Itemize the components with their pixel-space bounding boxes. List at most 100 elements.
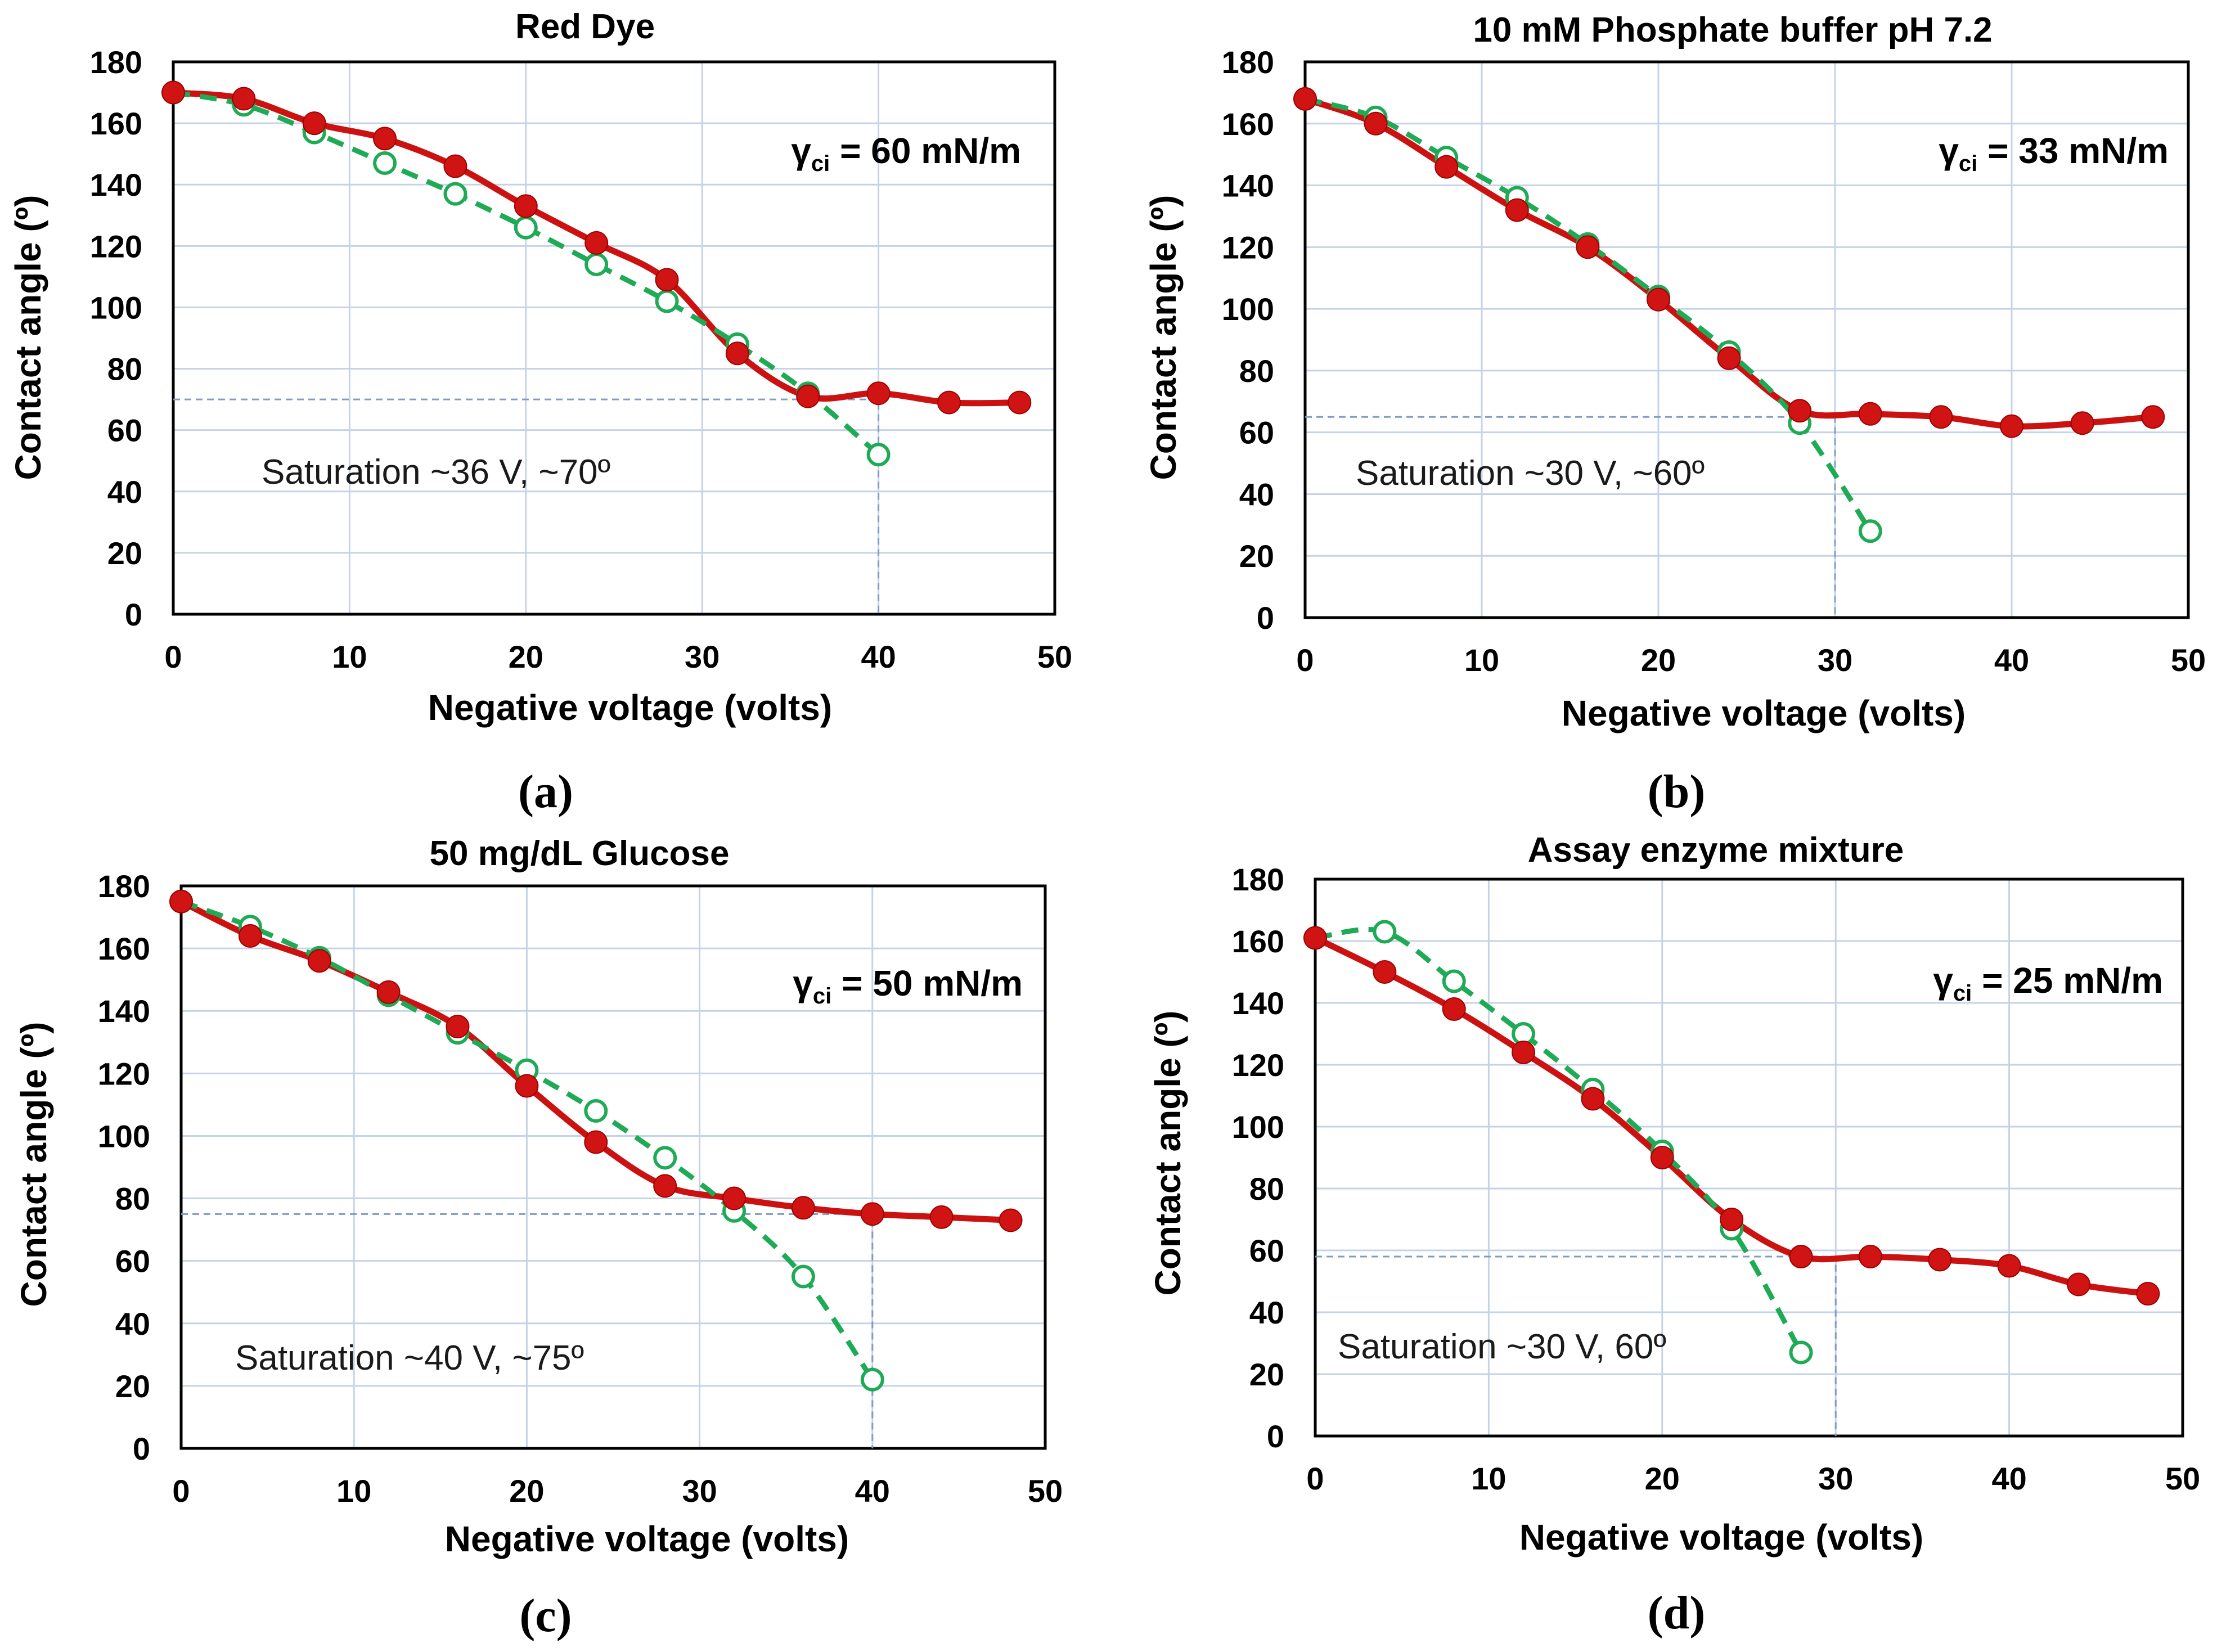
model-point — [584, 1099, 608, 1123]
saturation-annotation: Saturation ~36 V, ~70º — [262, 453, 610, 492]
measured-point — [446, 1015, 470, 1038]
model-point — [514, 215, 538, 240]
y-tick-label: 60 — [1239, 415, 1274, 451]
gamma-subscript: ci — [1959, 151, 1977, 176]
measured-point — [2070, 411, 2094, 435]
surface-tension-label: γci = 60 mN/m — [791, 130, 1021, 176]
chart-panel-1: 0 20 40 60 80 100 120 140 160 180 0 10 20 30 40 50 Red D… — [8, 7, 1072, 818]
measured-point — [1442, 997, 1466, 1021]
x-tick-label: 20 — [509, 1473, 544, 1509]
measured-point — [791, 1196, 815, 1220]
x-tick-label: 10 — [336, 1473, 371, 1509]
surface-tension-label: γci = 25 mN/m — [1933, 960, 2163, 1006]
x-tick-label: 20 — [1645, 1461, 1680, 1496]
y-axis-label: Contact angle (º) — [8, 195, 48, 480]
measured-point — [443, 154, 467, 178]
measured-point — [1505, 198, 1529, 222]
x-tick-label: 50 — [1028, 1473, 1063, 1509]
x-tick-label: 20 — [509, 639, 543, 674]
measured-point — [373, 127, 397, 151]
gamma-symbol: γ — [791, 130, 811, 171]
y-tick-label: 40 — [1249, 1295, 1284, 1330]
x-axis-label: Negative voltage (volts) — [445, 1519, 849, 1559]
x-tick-label: 40 — [855, 1473, 890, 1509]
measured-point — [1581, 1087, 1605, 1111]
model-point — [373, 151, 397, 175]
measured-point — [2136, 1282, 2160, 1306]
measured-point — [376, 980, 401, 1004]
gamma-value: = 25 mN/m — [1972, 960, 2163, 1001]
gamma-symbol: γ — [1939, 130, 1959, 171]
x-tick-label: 20 — [1641, 642, 1676, 678]
model-point — [443, 182, 467, 206]
chart-panel-3: 0 20 40 60 80 100 120 140 160 180 0 10 20 30 40 50 50 mg… — [14, 834, 1063, 1642]
saturation-annotation: Saturation ~40 V, ~75º — [235, 1339, 584, 1378]
y-tick-label: 60 — [115, 1244, 150, 1279]
measured-series-line — [178, 898, 1014, 1223]
y-tick-label: 140 — [1232, 985, 1284, 1021]
x-tick-label: 0 — [172, 1473, 190, 1509]
y-tick-label: 20 — [1239, 538, 1274, 574]
panel-label: (c) — [519, 1590, 572, 1642]
surface-tension-label: γci = 50 mN/m — [793, 963, 1023, 1009]
model-point — [1373, 920, 1397, 944]
y-tick-label: 100 — [98, 1118, 150, 1154]
chart-title: Assay enzyme mixture — [1528, 831, 1904, 870]
chart-panel-2: 0 20 40 60 80 100 120 140 160 180 0 10 20 30 40 50 10 mM… — [1143, 11, 2206, 818]
y-axis-label: Contact angle (º) — [1143, 195, 1184, 480]
surface-tension-label: γci = 33 mN/m — [1939, 130, 2169, 176]
measured-point — [1997, 1254, 2021, 1278]
gamma-value: = 33 mN/m — [1977, 130, 2169, 171]
measured-point — [725, 341, 749, 366]
measured-point — [1788, 399, 1812, 423]
measured-point — [796, 384, 820, 408]
y-tick-label: 100 — [1222, 291, 1274, 327]
y-tick-label: 0 — [1257, 600, 1274, 636]
x-tick-label: 50 — [2171, 642, 2206, 678]
measured-point — [1434, 155, 1459, 179]
gamma-symbol: γ — [1933, 960, 1953, 1001]
y-tick-label: 80 — [107, 352, 142, 387]
y-tick-label: 160 — [90, 106, 142, 141]
saturation-annotation: Saturation ~30 V, ~60º — [1356, 454, 1705, 493]
y-tick-label: 0 — [1267, 1419, 1284, 1454]
measured-point — [1293, 87, 1317, 111]
model-point — [791, 1264, 815, 1289]
x-tick-label: 10 — [1464, 642, 1499, 678]
x-tick-label: 10 — [332, 639, 367, 674]
chart-panel-4: 0 20 40 60 80 100 120 140 160 180 0 10 20 30 40 50 Assay… — [1148, 831, 2200, 1639]
model-series-line — [1315, 927, 1804, 1354]
measured-point — [1647, 287, 1670, 312]
y-tick-label: 80 — [1239, 353, 1274, 389]
gridlines — [1305, 61, 2188, 618]
y-axis-label: Contact angle (º) — [1148, 1011, 1188, 1296]
chart-title: 10 mM Phosphate buffer pH 7.2 — [1473, 11, 1992, 49]
y-tick-label: 20 — [1249, 1357, 1284, 1392]
y-tick-label: 0 — [125, 597, 142, 632]
x-tick-label: 0 — [164, 639, 182, 674]
x-tick-label: 30 — [685, 639, 719, 674]
measured-point — [161, 80, 185, 105]
measured-point — [2000, 414, 2023, 438]
y-tick-label: 120 — [90, 228, 142, 264]
y-tick-label: 140 — [90, 167, 142, 202]
y-tick-label: 120 — [1222, 229, 1274, 265]
measured-point — [653, 1174, 677, 1198]
measured-point — [1789, 1245, 1813, 1268]
y-tick-label: 140 — [1222, 168, 1274, 204]
y-tick-label: 100 — [1232, 1109, 1284, 1145]
y-axis-label: Contact angle (º) — [14, 1022, 54, 1307]
x-axis-label: Negative voltage (volts) — [1562, 693, 1966, 733]
model-point — [653, 1146, 677, 1170]
measured-point — [722, 1186, 747, 1210]
x-tick-label: 40 — [861, 639, 896, 674]
y-tick-label: 180 — [90, 44, 142, 80]
measured-point — [937, 390, 961, 415]
x-tick-label: 40 — [1994, 642, 2029, 678]
y-tick-label: 60 — [107, 413, 142, 448]
y-tick-label: 160 — [1232, 924, 1284, 959]
y-tick-label: 180 — [1232, 862, 1284, 897]
measured-point — [1858, 1245, 1882, 1268]
saturation-guide — [173, 398, 880, 614]
